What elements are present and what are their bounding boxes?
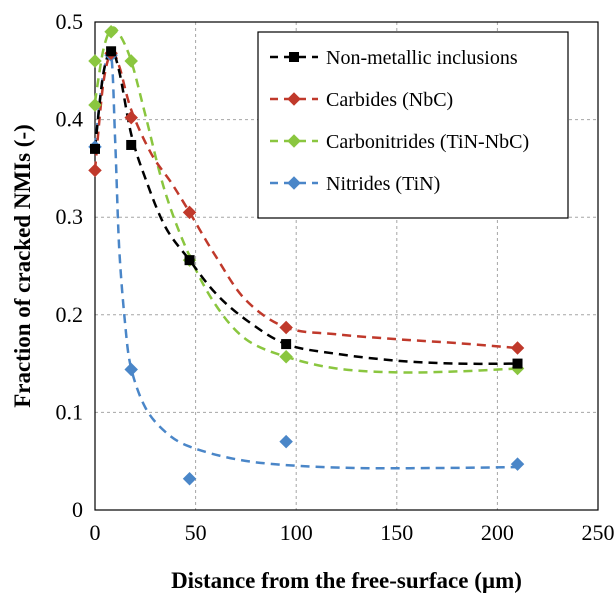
plot-frame bbox=[94, 21, 599, 511]
trend-line bbox=[93, 50, 518, 470]
legend-marker bbox=[287, 176, 301, 190]
data-point bbox=[88, 163, 102, 178]
data-point bbox=[88, 98, 102, 112]
data-point bbox=[126, 139, 137, 150]
x-tick-label: 250 bbox=[582, 520, 615, 545]
data-point bbox=[124, 54, 138, 68]
data-point bbox=[281, 339, 292, 350]
data-point bbox=[279, 320, 293, 335]
legend-label: Nitrides (TiN) bbox=[326, 173, 440, 195]
data-point bbox=[279, 350, 293, 364]
data-point bbox=[510, 457, 525, 471]
data-point bbox=[104, 25, 118, 39]
legend-marker bbox=[289, 52, 299, 62]
trend-line bbox=[93, 51, 518, 350]
x-axis-title: Distance from the free-surface (µm) bbox=[171, 568, 522, 593]
legend-marker bbox=[287, 92, 301, 106]
legend-label: Carbides (NbC) bbox=[326, 89, 453, 111]
data-point bbox=[106, 46, 117, 57]
data-point bbox=[182, 205, 197, 220]
data-markers bbox=[88, 25, 525, 486]
x-tick-label: 0 bbox=[90, 520, 101, 545]
data-point bbox=[88, 54, 102, 68]
data-point bbox=[510, 341, 525, 355]
data-point bbox=[279, 434, 293, 449]
y-tick-label: 0 bbox=[72, 497, 83, 522]
data-point bbox=[182, 472, 197, 486]
data-point bbox=[184, 255, 195, 266]
data-point bbox=[90, 143, 100, 154]
x-tick-labels: 0 50 100 150 200 250 bbox=[90, 520, 615, 545]
y-tick-label: 0.4 bbox=[56, 107, 84, 132]
legend: Non-metallic inclusions Carbides (NbC) Car… bbox=[257, 31, 569, 219]
x-tick-label: 100 bbox=[280, 520, 313, 545]
legend-box bbox=[257, 31, 569, 219]
data-point bbox=[124, 362, 138, 377]
data-point bbox=[124, 110, 138, 125]
y-tick-label: 0.1 bbox=[56, 399, 84, 424]
y-tick-label: 0.2 bbox=[56, 302, 84, 327]
legend-label: Non-metallic inclusions bbox=[326, 47, 518, 69]
legend-marker bbox=[287, 134, 301, 148]
y-tick-label: 0.5 bbox=[56, 9, 84, 34]
legend-label: Carbonitrides (TiN-NbC) bbox=[326, 131, 529, 153]
x-tick-label: 200 bbox=[481, 520, 514, 545]
trend-line bbox=[93, 50, 518, 366]
data-point bbox=[512, 358, 523, 369]
y-tick-labels: 0 0.1 0.2 0.3 0.4 0.5 bbox=[56, 9, 84, 522]
x-tick-label: 150 bbox=[380, 520, 413, 545]
x-tick-label: 50 bbox=[185, 520, 207, 545]
y-tick-label: 0.3 bbox=[56, 204, 84, 229]
y-axis-title: Fraction of cracked NMIs (-) bbox=[10, 124, 35, 408]
